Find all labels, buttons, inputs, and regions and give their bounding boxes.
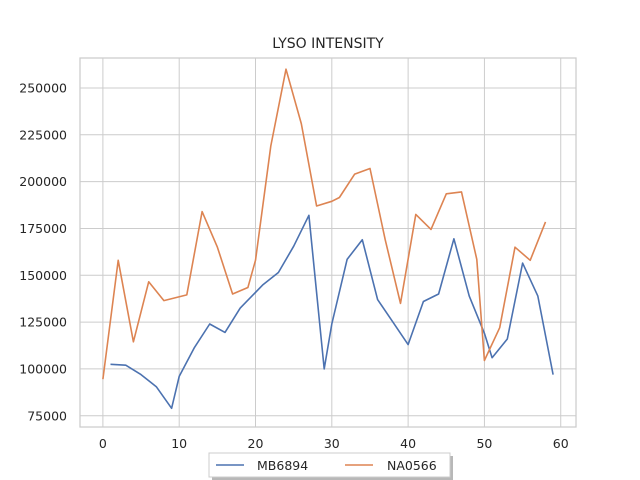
- series-line-na0566: [102, 68, 547, 380]
- axes-frame: [79, 57, 577, 428]
- legend-label-na0566: NA0566: [387, 458, 437, 473]
- legend: MB6894 NA0566: [208, 452, 453, 480]
- chart-title: LYSO INTENSITY: [272, 36, 384, 52]
- y-tick-label: 200000: [19, 174, 67, 189]
- y-tick-label: 150000: [19, 268, 67, 283]
- x-tick-label: 60: [553, 436, 569, 451]
- x-tick-labels: 0 10 20 30 40 50 60: [99, 436, 569, 451]
- legend-label-mb6894: MB6894: [257, 458, 308, 473]
- x-tick-label: 20: [248, 436, 264, 451]
- x-tick-label: 50: [476, 436, 492, 451]
- y-tick-labels: 75000 100000 125000 150000 175000 200000 22500…: [19, 80, 67, 423]
- y-tick-label: 250000: [19, 80, 67, 95]
- x-tick-label: 30: [324, 436, 340, 451]
- y-tick-label: 225000: [19, 127, 67, 142]
- series-line-mb6894: [110, 214, 554, 410]
- y-tick-label: 100000: [19, 361, 67, 376]
- legend-box: [208, 452, 451, 478]
- x-tick-label: 40: [400, 436, 416, 451]
- y-tick-label: 75000: [27, 408, 67, 423]
- y-tick-label: 125000: [19, 315, 67, 330]
- x-tick-label: 10: [171, 436, 187, 451]
- x-tick-label: 0: [99, 436, 107, 451]
- grid-lines: [80, 58, 576, 427]
- y-tick-label: 175000: [19, 221, 67, 236]
- series-lines: [102, 68, 554, 410]
